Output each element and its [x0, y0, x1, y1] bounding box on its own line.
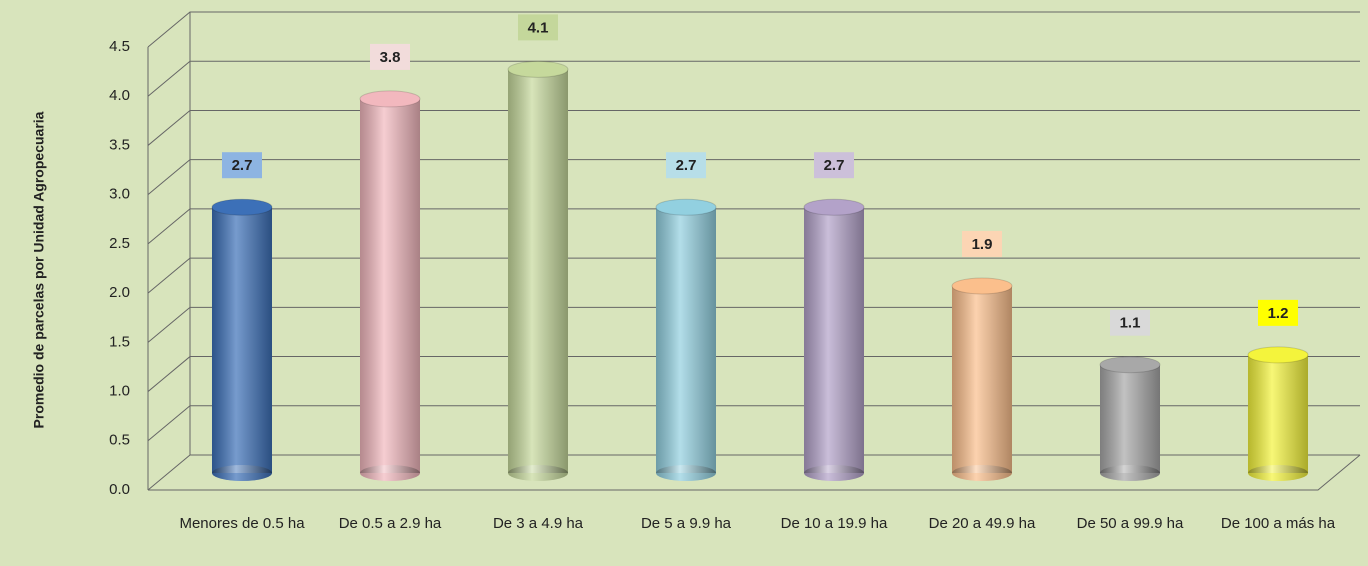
- y-tick-label: 4.0: [109, 87, 130, 104]
- value-label: 1.2: [1268, 305, 1289, 322]
- bar-top: [803, 198, 865, 216]
- y-tick-label: 2.5: [109, 235, 130, 252]
- bar-bottom-shade: [212, 465, 272, 481]
- floor-edge: [148, 454, 1361, 491]
- value-label-box: [222, 152, 262, 179]
- grid-line: [147, 11, 1360, 48]
- bar-bottom-shade: [1248, 465, 1308, 481]
- grid-line: [147, 257, 1360, 294]
- bar-bottom-shade: [952, 465, 1012, 481]
- grid-line: [147, 208, 1360, 245]
- x-tick-label: De 0.5 a 2.9 ha: [338, 515, 442, 532]
- y-axis-label: Promedio de parcelas por Unidad Agropecu…: [31, 111, 47, 428]
- x-tick-label: De 5 a 9.9 ha: [640, 515, 732, 532]
- bar-top: [655, 198, 717, 216]
- bar-bottom-shade: [656, 465, 716, 481]
- value-label-box: [666, 152, 706, 179]
- grid-line: [147, 159, 1360, 196]
- value-label-box: [1110, 309, 1150, 336]
- y-tick-label: 4.5: [109, 38, 130, 55]
- value-label: 2.7: [676, 157, 697, 174]
- value-label-box: [962, 230, 1002, 257]
- y-tick-label: 0.5: [109, 432, 130, 449]
- value-label: 2.7: [824, 157, 845, 174]
- bar-top: [951, 277, 1013, 295]
- bar-shade: [360, 98, 420, 474]
- grid-line: [147, 356, 1360, 392]
- bar-bottom-shade: [508, 465, 568, 481]
- y-tick-label: 0.0: [109, 481, 130, 498]
- grid-line: [147, 60, 1360, 97]
- bar-top: [359, 90, 421, 108]
- bar-top: [211, 198, 273, 216]
- value-label-box: [814, 152, 854, 179]
- bar-bottom-shade: [360, 465, 420, 481]
- bar-bottom-shade: [804, 465, 864, 481]
- bar-shade: [952, 285, 1012, 473]
- value-label-box: [370, 43, 410, 70]
- x-tick-label: De 100 a más ha: [1220, 515, 1336, 532]
- value-label-box: [518, 14, 558, 41]
- x-tick-label: De 20 a 49.9 ha: [928, 515, 1036, 532]
- bar-top: [507, 60, 569, 78]
- y-tick-label: 3.5: [109, 136, 130, 153]
- x-tick-label: De 10 a 19.9 ha: [780, 515, 888, 532]
- value-label: 3.8: [380, 49, 401, 66]
- y-tick-label: 3.0: [109, 186, 130, 203]
- y-tick-label: 1.0: [109, 383, 130, 400]
- bar-shade: [508, 69, 568, 473]
- y-tick-label: 1.5: [109, 333, 130, 350]
- bar-shade: [656, 207, 716, 473]
- bar-top: [1099, 356, 1161, 374]
- x-tick-label: De 50 a 99.9 ha: [1076, 515, 1184, 532]
- value-label: 1.9: [972, 236, 993, 253]
- value-label: 1.1: [1120, 315, 1141, 332]
- value-label: 4.1: [528, 19, 549, 36]
- bar-bottom-shade: [1100, 465, 1160, 481]
- grid-line: [147, 454, 1360, 491]
- bar-shade: [1100, 364, 1160, 473]
- x-tick-label: De 3 a 4.9 ha: [492, 515, 584, 532]
- grid-line: [147, 405, 1360, 442]
- value-label-box: [1258, 299, 1298, 326]
- bar-shade: [212, 207, 272, 473]
- grid-line: [147, 306, 1360, 343]
- x-tick-label: Menores de 0.5 ha: [179, 515, 305, 532]
- bar-shade: [804, 207, 864, 473]
- y-tick-label: 2.0: [109, 284, 130, 301]
- grid-line: [147, 109, 1360, 146]
- bar-shade: [1248, 354, 1308, 473]
- value-label: 2.7: [232, 157, 253, 174]
- bar-top: [1247, 346, 1309, 364]
